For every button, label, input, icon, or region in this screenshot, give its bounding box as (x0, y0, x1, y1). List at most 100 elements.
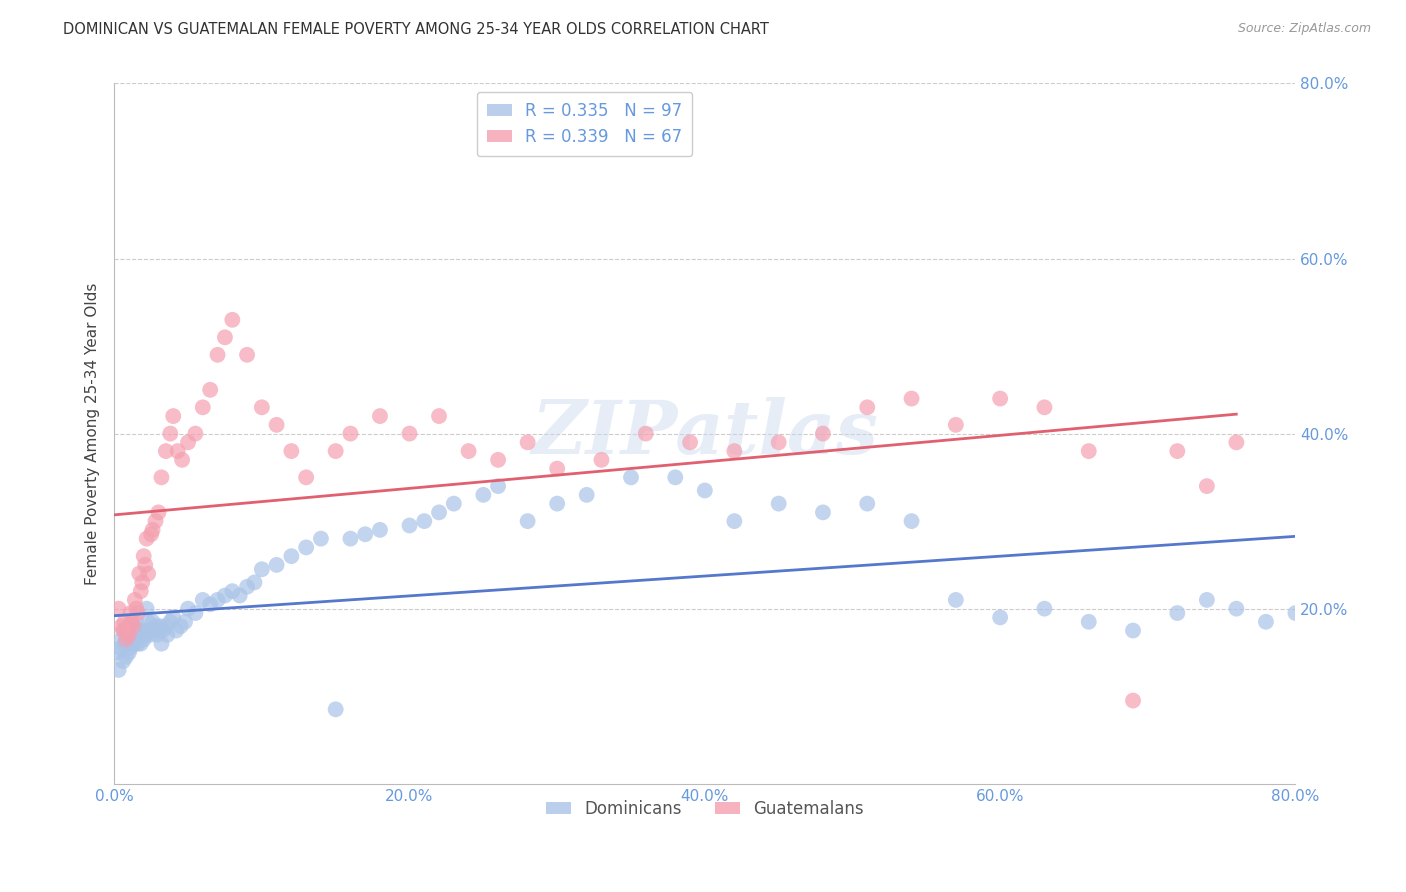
Point (339, 532, 361, 546)
Point (150, 637, 173, 651)
Point (184, 426, 207, 441)
Point (443, 497, 465, 511)
Point (152, 624, 174, 638)
Point (159, 615, 181, 629)
Point (122, 619, 145, 633)
Y-axis label: Female Poverty Among 25-34 Year Olds: Female Poverty Among 25-34 Year Olds (86, 283, 100, 585)
Text: Source: ZipAtlas.com: Source: ZipAtlas.com (1237, 22, 1371, 36)
Point (139, 624, 162, 638)
Point (1254, 615, 1277, 629)
Point (124, 593, 146, 607)
Point (1195, 593, 1218, 607)
Point (155, 444, 177, 458)
Point (1225, 435, 1247, 450)
Point (339, 426, 361, 441)
Point (134, 628, 156, 642)
Point (107, 663, 129, 677)
Point (128, 566, 150, 581)
Point (132, 632, 155, 647)
Point (135, 532, 157, 546)
Point (1077, 444, 1099, 458)
Point (900, 514, 922, 528)
Point (516, 435, 538, 450)
Point (546, 461, 568, 475)
Point (900, 392, 922, 406)
Point (207, 348, 229, 362)
Point (107, 601, 129, 615)
Point (679, 435, 702, 450)
Point (295, 541, 318, 555)
Point (150, 470, 173, 484)
Point (121, 637, 143, 651)
Point (165, 624, 187, 638)
Point (280, 549, 302, 563)
Point (198, 597, 221, 611)
Point (486, 479, 509, 493)
Point (945, 593, 967, 607)
Point (1122, 624, 1144, 638)
Point (221, 313, 243, 327)
Point (162, 409, 184, 423)
Point (132, 549, 155, 563)
Point (1166, 444, 1188, 458)
Point (117, 624, 139, 638)
Point (768, 435, 790, 450)
Point (114, 637, 136, 651)
Point (723, 444, 745, 458)
Point (112, 624, 135, 638)
Point (120, 641, 142, 656)
Point (145, 514, 167, 528)
Point (457, 444, 479, 458)
Point (1077, 615, 1099, 629)
Point (112, 654, 135, 668)
Point (184, 606, 207, 620)
Point (127, 606, 149, 620)
Point (1284, 606, 1306, 620)
Point (207, 593, 229, 607)
Point (139, 527, 162, 541)
Point (1225, 601, 1247, 615)
Point (115, 649, 138, 664)
Point (988, 610, 1011, 624)
Point (295, 470, 318, 484)
Point (114, 615, 136, 629)
Point (575, 488, 598, 502)
Point (486, 453, 509, 467)
Point (145, 619, 167, 633)
Point (368, 523, 391, 537)
Point (120, 606, 142, 620)
Legend: Dominicans, Guatemalans: Dominicans, Guatemalans (538, 793, 870, 824)
Point (143, 624, 166, 638)
Point (368, 409, 391, 423)
Point (131, 575, 153, 590)
Point (856, 401, 879, 415)
Point (228, 589, 250, 603)
Point (125, 632, 148, 647)
Point (591, 453, 613, 467)
Point (634, 426, 657, 441)
Point (129, 637, 152, 651)
Point (768, 497, 790, 511)
Point (127, 637, 149, 651)
Point (354, 527, 377, 541)
Point (120, 628, 142, 642)
Point (398, 426, 420, 441)
Point (811, 426, 834, 441)
Point (1122, 693, 1144, 707)
Text: DOMINICAN VS GUATEMALAN FEMALE POVERTY AMONG 25-34 YEAR OLDS CORRELATION CHART: DOMINICAN VS GUATEMALAN FEMALE POVERTY A… (63, 22, 769, 37)
Point (105, 645, 128, 659)
Point (266, 558, 288, 572)
Point (198, 383, 221, 397)
Point (124, 624, 146, 638)
Point (124, 637, 146, 651)
Point (142, 615, 165, 629)
Point (243, 575, 266, 590)
Point (945, 417, 967, 432)
Point (121, 615, 143, 629)
Point (122, 632, 145, 647)
Point (856, 497, 879, 511)
Point (136, 615, 159, 629)
Point (214, 330, 236, 344)
Point (325, 702, 347, 716)
Point (117, 637, 139, 651)
